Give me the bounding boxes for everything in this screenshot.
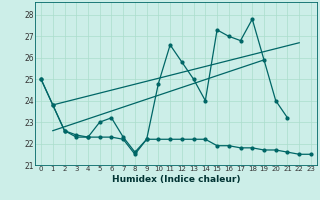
X-axis label: Humidex (Indice chaleur): Humidex (Indice chaleur) (112, 175, 240, 184)
